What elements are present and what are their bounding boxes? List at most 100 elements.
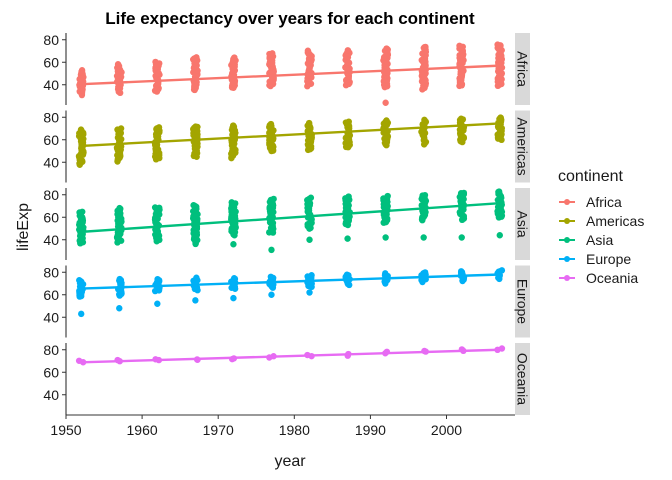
data-point (458, 268, 464, 274)
legend-item-europe: Europe (559, 251, 631, 267)
legend-key-point (564, 275, 570, 281)
data-point (270, 196, 276, 202)
facet-strip-label: Africa (515, 51, 531, 87)
y-axis-title: lifeExp (15, 203, 32, 251)
data-point (152, 204, 158, 210)
y-tick-label: 40 (43, 154, 59, 170)
data-point (306, 120, 312, 126)
data-point (308, 195, 314, 201)
trend-line (81, 350, 500, 363)
data-point (116, 205, 122, 211)
outlier-point (154, 301, 160, 307)
data-point (421, 117, 427, 123)
data-point (346, 118, 352, 124)
data-point (499, 267, 505, 273)
x-tick-label: 1980 (279, 422, 310, 438)
data-point (461, 190, 467, 196)
facet-strip-label: Oceania (515, 353, 531, 405)
data-point (383, 45, 389, 51)
x-tick-label: 2000 (431, 422, 462, 438)
legend-key-point (564, 199, 570, 205)
y-tick-label: 60 (43, 209, 59, 225)
trend-line (81, 123, 500, 146)
data-point (494, 41, 500, 47)
legend-label: Oceania (586, 270, 638, 286)
legend: continent Africa Americas Asia Europe Oceani… (558, 168, 644, 286)
data-point (117, 276, 123, 282)
outlier-point (268, 292, 274, 298)
outlier-point (497, 232, 503, 238)
data-point (79, 209, 85, 215)
data-point (384, 193, 390, 199)
data-point (422, 44, 428, 50)
y-tick-label: 40 (43, 309, 59, 325)
x-axis: 1950 1960 1970 1980 1990 2000 (50, 415, 515, 438)
data-point (268, 121, 274, 127)
legend-label: Americas (586, 213, 644, 229)
facet-africa: 40 60 80 Africa (43, 32, 530, 106)
outlier-point (230, 241, 236, 247)
facet-asia: 40 60 80 Asia (43, 187, 530, 260)
y-tick-label: 80 (43, 32, 59, 48)
data-point (228, 199, 234, 205)
data-point (268, 274, 274, 280)
data-point (345, 193, 351, 199)
data-point (496, 188, 502, 194)
legend-item-oceania: Oceania (559, 270, 638, 286)
outlier-point (382, 100, 388, 106)
trend-line (81, 275, 500, 289)
data-point (154, 276, 160, 282)
data-point (230, 122, 236, 128)
outlier-point (306, 237, 312, 243)
legend-key-point (564, 218, 570, 224)
facet-europe: 40 60 80 Europe (43, 264, 530, 337)
legend-key-point (564, 237, 570, 243)
data-point (156, 124, 162, 130)
y-tick-label: 80 (43, 342, 59, 358)
y-tick-label: 60 (43, 132, 59, 148)
legend-item-asia: Asia (559, 232, 613, 248)
data-point (422, 269, 428, 275)
data-point (152, 59, 158, 65)
outlier-point (192, 297, 198, 303)
x-tick-label: 1950 (50, 422, 81, 438)
data-point (193, 275, 199, 281)
data-point (118, 125, 124, 131)
data-point (458, 116, 464, 122)
outlier-point (78, 311, 84, 317)
outlier-point (382, 234, 388, 240)
legend-item-americas: Americas (559, 213, 644, 229)
data-point (345, 47, 351, 53)
data-point (344, 272, 350, 278)
outlier-point (344, 235, 350, 241)
legend-key-point (564, 256, 570, 262)
outlier-point (268, 247, 274, 253)
data-point (305, 48, 311, 54)
outlier-point (459, 234, 465, 240)
trend-line (81, 203, 500, 232)
facet-americas: 40 60 80 Americas (43, 109, 530, 182)
legend-title: continent (558, 168, 623, 185)
y-tick-label: 80 (43, 109, 59, 125)
outlier-point (420, 234, 426, 240)
outlier-point (230, 295, 236, 301)
x-tick-label: 1990 (355, 422, 386, 438)
facet-strip-label: Americas (515, 117, 531, 175)
data-point (383, 117, 389, 123)
facet-panels: 40 60 80 Africa 40 60 80 Americas 40 60 80 Asia 40 60… (43, 32, 530, 415)
facet-strip-label: Europe (515, 279, 531, 324)
data-point (308, 272, 314, 278)
data-point (497, 114, 503, 120)
data-point (456, 43, 462, 49)
y-tick-label: 40 (43, 77, 59, 93)
data-point (231, 54, 237, 60)
x-tick-label: 1970 (203, 422, 234, 438)
chart-title: Life expectancy over years for each cont… (105, 9, 475, 28)
trend-line (81, 66, 500, 85)
data-point (193, 54, 199, 60)
data-point (78, 126, 84, 132)
facet-oceania: 40 60 80 Oceania (43, 342, 530, 415)
data-point (79, 67, 85, 73)
legend-label: Asia (586, 232, 613, 248)
